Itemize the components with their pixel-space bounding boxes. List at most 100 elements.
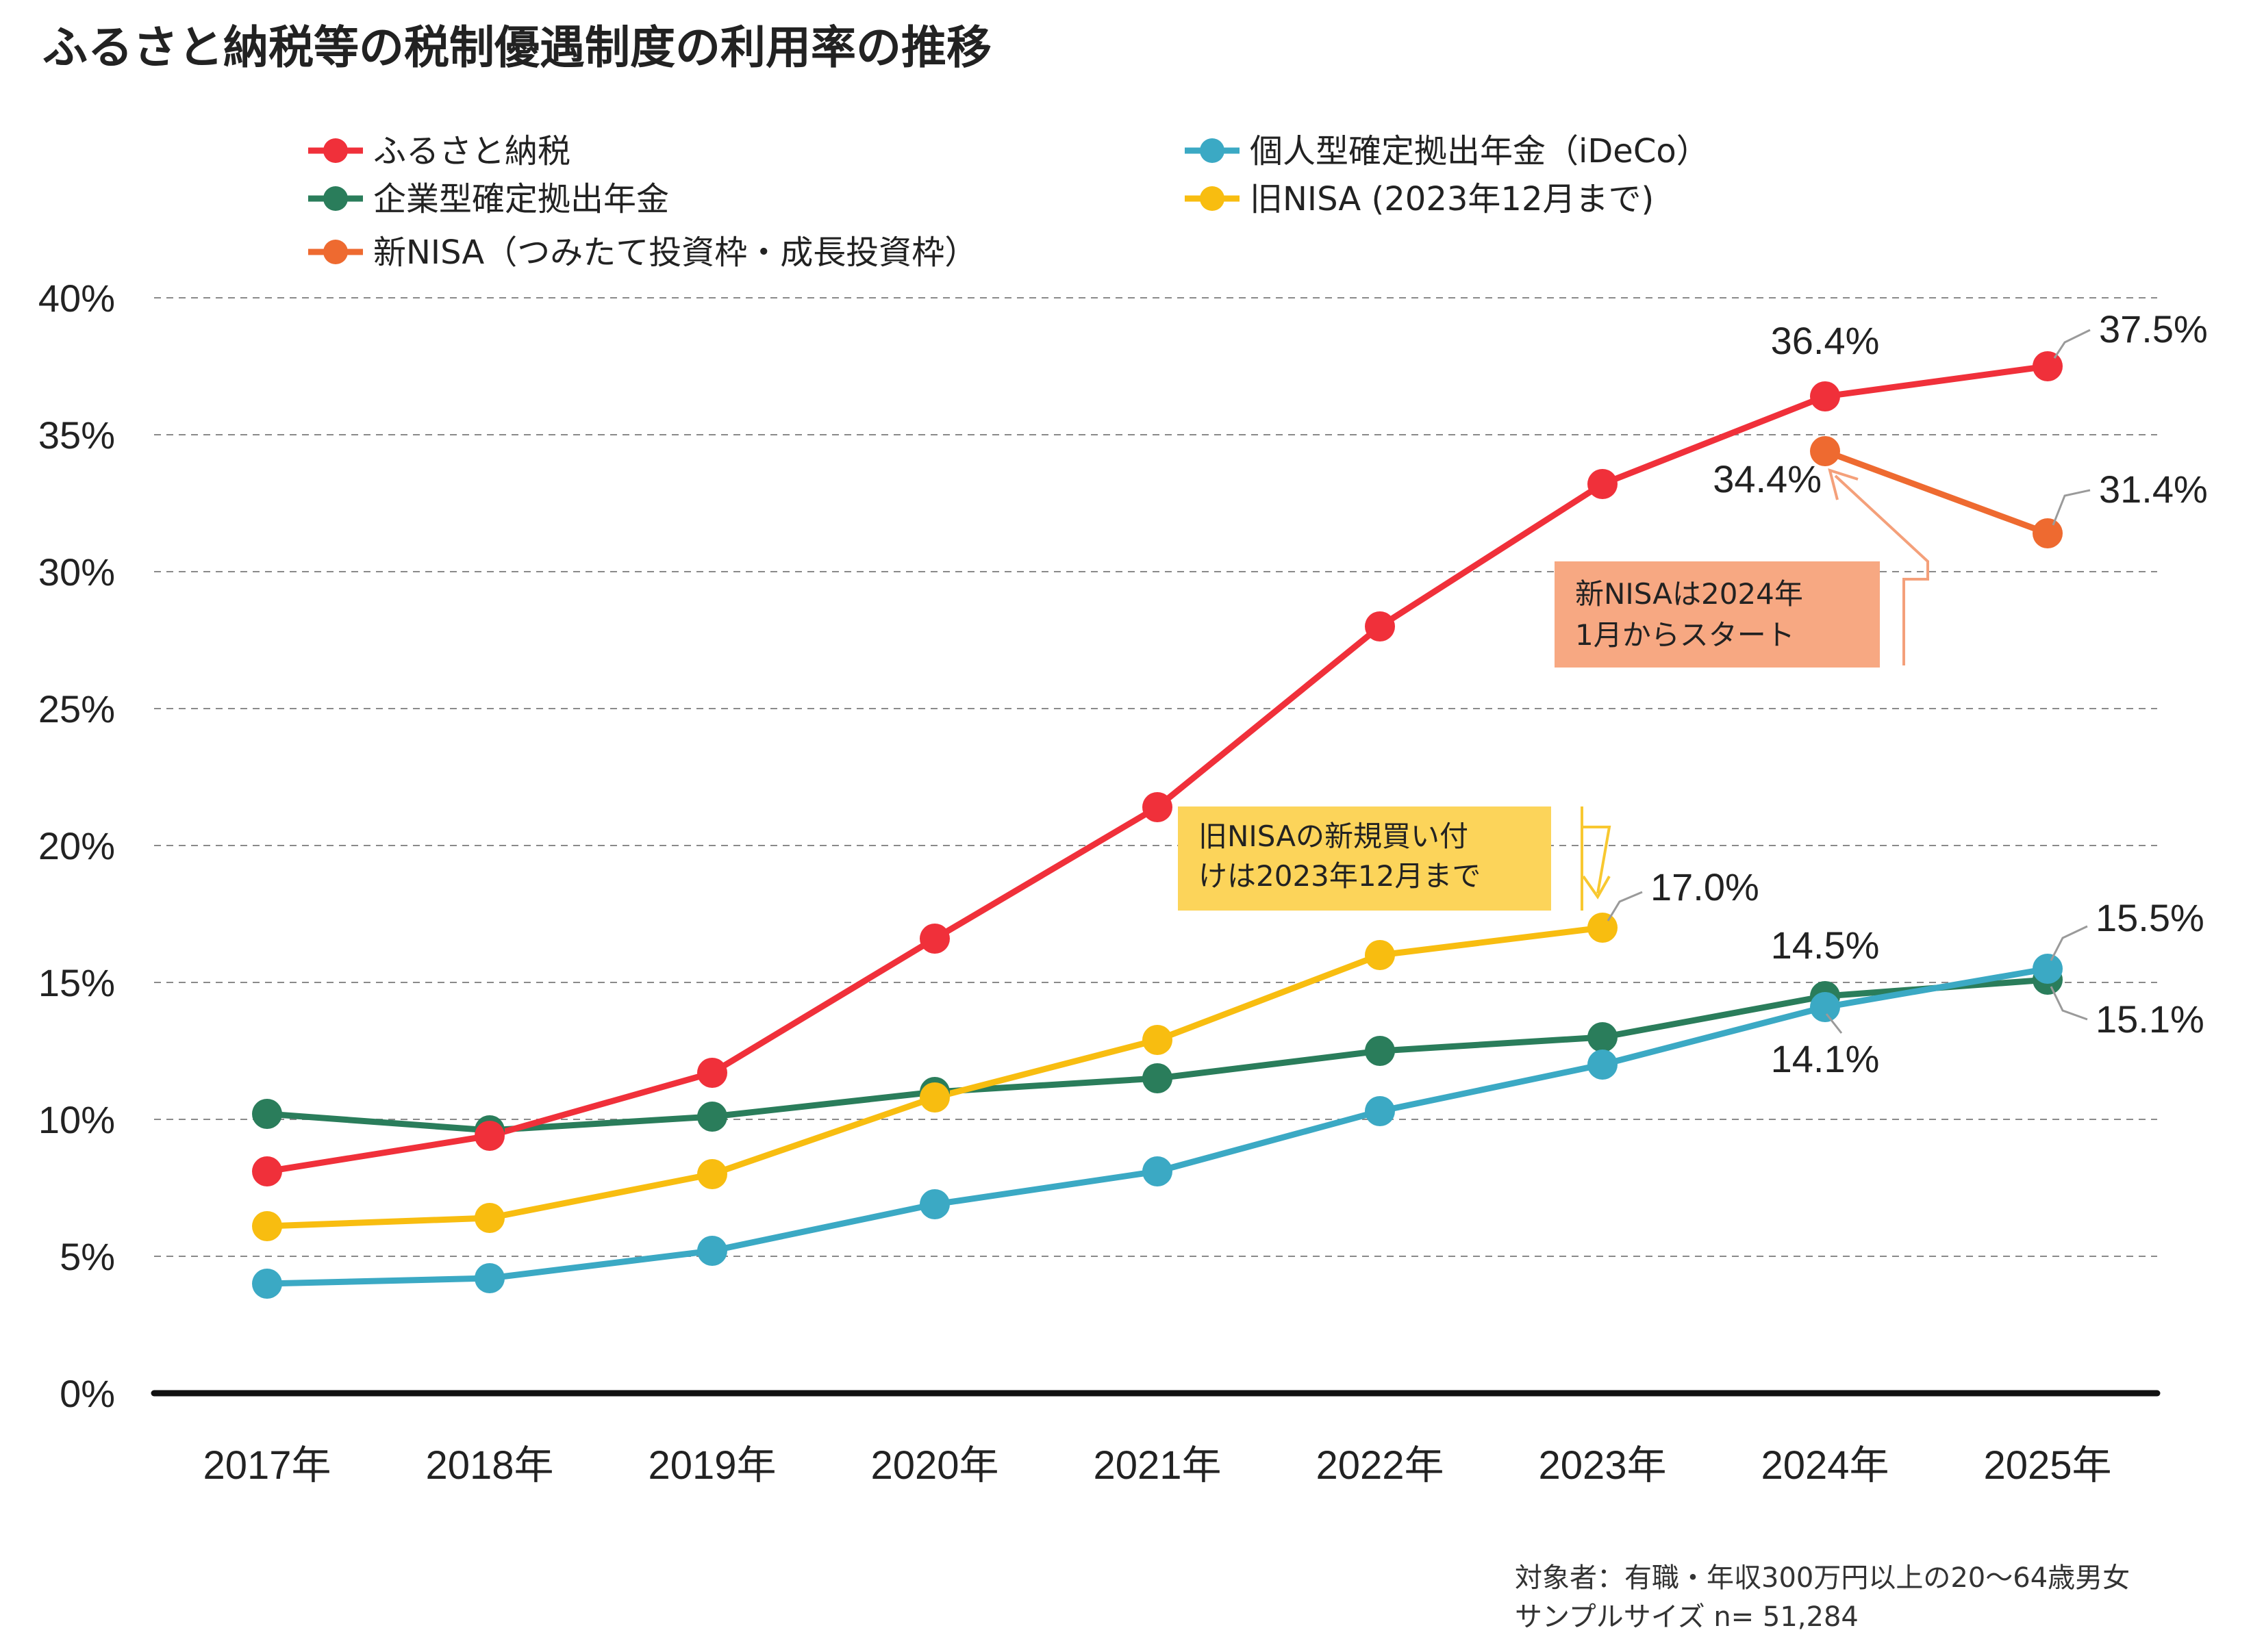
data-point-corporate_dc bbox=[1587, 1022, 1618, 1052]
x-tick-label: 2018年 bbox=[425, 1443, 553, 1488]
data-point-furusato bbox=[697, 1058, 727, 1088]
x-axis: 2017年 2018年 2019年 2020年 2021年 2022年 2023年 2024年… bbox=[203, 1443, 2111, 1488]
legend-label-furusato: ふるさと納税 bbox=[373, 132, 570, 170]
data-point-old_nisa bbox=[697, 1159, 727, 1189]
data-point-old_nisa bbox=[920, 1082, 950, 1113]
annotation-new-nisa-arrow bbox=[1834, 474, 1929, 665]
legend-item-old-nisa: 旧NISA (2023年12月まで) bbox=[1185, 180, 1654, 218]
y-tick-label: 5% bbox=[60, 1235, 115, 1278]
y-tick-label: 25% bbox=[38, 687, 115, 730]
label-leader-line bbox=[1607, 891, 1643, 922]
annotation-old-nisa-line-2: けは2023年12月まで bbox=[1198, 859, 1481, 893]
data-point-ideco bbox=[2033, 954, 2063, 984]
data-point-corporate_dc bbox=[697, 1102, 727, 1132]
data-label-old_nisa: 17.0% bbox=[1650, 865, 1759, 908]
footnote-line-2: サンプルサイズ n= 51,284 bbox=[1515, 1601, 1859, 1633]
y-tick-label: 0% bbox=[60, 1372, 115, 1415]
x-tick-label: 2017年 bbox=[203, 1443, 331, 1488]
data-point-ideco bbox=[920, 1189, 950, 1219]
data-point-old_nisa bbox=[475, 1203, 505, 1233]
data-point-old_nisa bbox=[252, 1211, 282, 1241]
label-leader-line bbox=[2050, 925, 2088, 961]
data-label-corporate_dc: 15.1% bbox=[2096, 997, 2204, 1041]
legend: ふるさと納税 企業型確定拠出年金 新NISA（つみたて投資枠・成長投資枠） 個人… bbox=[308, 132, 1709, 272]
legend-marker-old-nisa bbox=[1200, 186, 1224, 211]
x-tick-label: 2025年 bbox=[1983, 1443, 2111, 1488]
y-tick-label: 10% bbox=[38, 1098, 115, 1141]
y-tick-label: 30% bbox=[38, 550, 115, 594]
data-point-ideco bbox=[252, 1269, 282, 1299]
label-leader-lines bbox=[1607, 329, 2091, 1034]
y-axis: 0% 5% 10% 15% 20% 25% 30% 35% 40% bbox=[38, 277, 2161, 1415]
gridlines bbox=[154, 297, 2157, 1257]
data-label-ideco: 14.1% bbox=[1771, 1037, 1880, 1080]
data-point-furusato bbox=[1142, 792, 1172, 822]
x-tick-label: 2021年 bbox=[1093, 1443, 1221, 1488]
data-point-furusato bbox=[1365, 611, 1395, 641]
y-tick-label: 15% bbox=[38, 961, 115, 1004]
x-tick-label: 2019年 bbox=[648, 1443, 776, 1488]
data-point-furusato bbox=[1810, 381, 1840, 411]
data-point-furusato bbox=[252, 1156, 282, 1186]
label-leader-line bbox=[2053, 329, 2091, 359]
legend-marker-new-nisa bbox=[323, 240, 348, 264]
data-point-new_nisa bbox=[1810, 436, 1840, 466]
data-point-old_nisa bbox=[1365, 940, 1395, 970]
label-leader-line bbox=[2050, 986, 2088, 1021]
data-label-ideco: 15.5% bbox=[2096, 896, 2204, 939]
legend-marker-ideco bbox=[1200, 138, 1224, 163]
data-label-new_nisa: 34.4% bbox=[1713, 457, 1822, 500]
x-tick-label: 2023年 bbox=[1538, 1443, 1666, 1488]
legend-label-new-nisa: 新NISA（つみたて投資枠・成長投資枠） bbox=[373, 233, 977, 272]
series-line-new_nisa bbox=[1822, 448, 2051, 537]
data-label-new_nisa: 31.4% bbox=[2099, 468, 2208, 511]
chart-title: ふるさと納税等の税制優遇制度の利用率の推移 bbox=[42, 21, 992, 74]
x-tick-label: 2022年 bbox=[1316, 1443, 1444, 1488]
data-point-old_nisa bbox=[1142, 1025, 1172, 1055]
data-point-furusato bbox=[1587, 469, 1618, 499]
series-points bbox=[252, 351, 2063, 1299]
data-point-ideco bbox=[475, 1263, 505, 1293]
data-point-corporate_dc bbox=[252, 1099, 282, 1129]
annotation-new-nisa-line-2: 1月からスタート bbox=[1575, 618, 1795, 652]
data-point-ideco bbox=[1142, 1156, 1172, 1186]
data-label-corporate_dc: 14.5% bbox=[1771, 924, 1880, 967]
legend-item-corporate-dc: 企業型確定拠出年金 bbox=[308, 180, 669, 218]
data-point-old_nisa bbox=[1587, 913, 1618, 943]
y-tick-label: 40% bbox=[38, 277, 115, 320]
data-point-corporate_dc bbox=[1365, 1036, 1395, 1066]
label-leader-line bbox=[2052, 489, 2091, 526]
annotation-new-nisa-box bbox=[1555, 561, 1880, 668]
legend-item-new-nisa: 新NISA（つみたて投資枠・成長投資枠） bbox=[308, 233, 977, 272]
data-point-furusato bbox=[920, 924, 950, 954]
data-point-ideco bbox=[697, 1236, 727, 1266]
annotation-new-nisa-arrowhead bbox=[1828, 468, 1859, 500]
annotation-old-nisa-arrowhead bbox=[1582, 875, 1611, 900]
data-point-furusato bbox=[2033, 351, 2063, 381]
annotation-new-nisa: 新NISAは2024年 1月からスタート bbox=[1555, 468, 1929, 668]
legend-label-old-nisa: 旧NISA (2023年12月まで) bbox=[1250, 180, 1654, 218]
label-leader-line bbox=[1825, 1013, 1843, 1034]
data-label-furusato: 37.5% bbox=[2099, 307, 2208, 351]
data-point-ideco bbox=[1587, 1050, 1618, 1080]
x-tick-label: 2024年 bbox=[1761, 1443, 1889, 1488]
data-point-furusato bbox=[475, 1121, 505, 1151]
data-point-ideco bbox=[1810, 992, 1840, 1022]
footnote-line-1: 対象者：有職・年収300万円以上の20～64歳男女 bbox=[1515, 1562, 2130, 1594]
x-tick-label: 2020年 bbox=[870, 1443, 998, 1488]
y-tick-label: 20% bbox=[38, 824, 115, 867]
data-point-ideco bbox=[1365, 1096, 1395, 1126]
legend-item-ideco: 個人型確定拠出年金（iDeCo） bbox=[1185, 132, 1709, 170]
annotation-old-nisa-box bbox=[1178, 806, 1551, 911]
series-lines bbox=[264, 363, 2051, 1287]
annotation-new-nisa-line-1: 新NISAは2024年 bbox=[1575, 577, 1803, 611]
y-tick-label: 35% bbox=[38, 414, 115, 457]
legend-marker-furusato bbox=[323, 138, 348, 163]
annotation-old-nisa: 旧NISAの新規買い付 けは2023年12月まで bbox=[1178, 806, 1611, 911]
legend-label-corporate-dc: 企業型確定拠出年金 bbox=[373, 180, 669, 218]
legend-item-furusato: ふるさと納税 bbox=[308, 132, 570, 170]
data-label-furusato: 36.4% bbox=[1771, 319, 1880, 362]
legend-label-ideco: 個人型確定拠出年金（iDeCo） bbox=[1250, 132, 1709, 170]
data-point-new_nisa bbox=[2033, 518, 2063, 548]
